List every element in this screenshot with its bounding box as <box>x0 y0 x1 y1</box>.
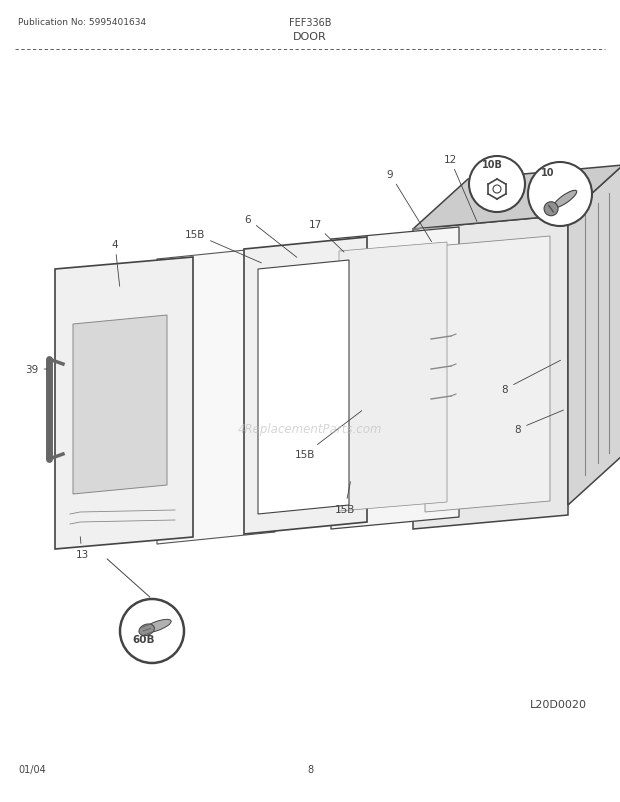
Polygon shape <box>413 216 568 529</box>
Text: 39: 39 <box>25 365 47 375</box>
Polygon shape <box>568 166 620 505</box>
Circle shape <box>544 202 558 217</box>
Text: 8: 8 <box>307 764 313 774</box>
Polygon shape <box>258 261 349 514</box>
Polygon shape <box>413 166 620 229</box>
Ellipse shape <box>553 191 577 209</box>
Text: FEF336B: FEF336B <box>289 18 331 28</box>
Text: 8: 8 <box>502 361 560 395</box>
Polygon shape <box>425 237 550 512</box>
Polygon shape <box>339 243 447 512</box>
Text: 9: 9 <box>387 170 432 242</box>
Text: 10B: 10B <box>482 160 502 170</box>
Text: 6: 6 <box>245 215 297 258</box>
Text: 15B: 15B <box>185 229 262 264</box>
Circle shape <box>469 157 525 213</box>
Polygon shape <box>157 248 275 545</box>
Circle shape <box>120 599 184 663</box>
Polygon shape <box>331 228 459 529</box>
Text: 60B: 60B <box>133 634 155 644</box>
Polygon shape <box>73 316 167 494</box>
Text: 15B: 15B <box>295 411 362 460</box>
Text: 01/04: 01/04 <box>18 764 46 774</box>
Text: 4: 4 <box>112 240 120 287</box>
Text: 10: 10 <box>541 168 555 178</box>
Text: DOOR: DOOR <box>293 32 327 42</box>
Circle shape <box>493 186 501 194</box>
Text: 15B: 15B <box>335 482 355 514</box>
Text: 8: 8 <box>515 411 564 435</box>
Polygon shape <box>55 257 193 549</box>
Text: Publication No: 5995401634: Publication No: 5995401634 <box>18 18 146 27</box>
Ellipse shape <box>139 624 154 636</box>
Circle shape <box>528 163 592 227</box>
Text: 17: 17 <box>308 220 344 253</box>
Text: L20D0020: L20D0020 <box>530 699 587 709</box>
Text: 12: 12 <box>443 155 477 222</box>
Text: 4ReplacementParts.com: 4ReplacementParts.com <box>237 423 383 436</box>
Ellipse shape <box>143 620 171 633</box>
Polygon shape <box>244 237 367 534</box>
Text: 13: 13 <box>76 537 89 559</box>
